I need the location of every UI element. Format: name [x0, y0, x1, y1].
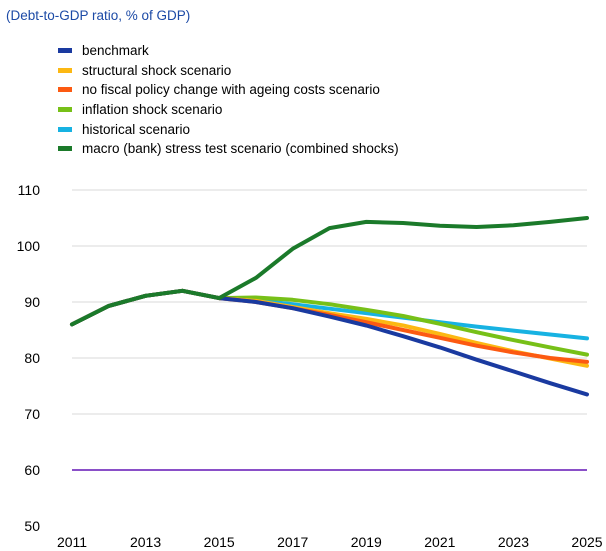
y-tick-label: 110	[18, 182, 41, 198]
series-line-5	[70, 216, 589, 327]
legend-label: no fiscal policy change with ageing cost…	[82, 82, 380, 98]
y-tick-label: 80	[24, 350, 40, 366]
series-line-4	[70, 288, 589, 397]
x-tick-label: 2021	[424, 534, 455, 550]
legend-item-historical: historical scenario	[58, 119, 399, 139]
legend-swatch	[58, 126, 72, 132]
legend-label: inflation shock scenario	[82, 102, 223, 118]
x-tick-label: 2015	[204, 534, 235, 550]
legend-swatch	[58, 87, 72, 93]
legend-item-benchmark: benchmark	[58, 41, 399, 61]
x-tick-label: 2025	[571, 534, 602, 550]
legend-swatch	[58, 48, 72, 54]
legend-swatch	[58, 67, 72, 73]
legend-label: historical scenario	[82, 121, 191, 137]
y-tick-label: 90	[24, 294, 40, 310]
legend-label: macro (bank) stress test scenario (combi…	[82, 141, 399, 157]
series-line-3	[70, 288, 589, 364]
y-tick-label: 60	[24, 462, 40, 478]
x-tick-label: 2019	[351, 534, 382, 550]
legend-item-macro-stress: macro (bank) stress test scenario (combi…	[58, 139, 399, 159]
legend-swatch	[58, 146, 72, 152]
chart-subtitle: (Debt-to-GDP ratio, % of GDP)	[6, 8, 191, 23]
y-tick-label: 70	[24, 406, 40, 422]
legend-item-structural: structural shock scenario	[58, 61, 399, 81]
x-tick-label: 2013	[130, 534, 161, 550]
y-tick-label: 50	[24, 518, 40, 534]
x-tick-label: 2011	[57, 534, 87, 550]
legend-item-inflation: inflation shock scenario	[58, 100, 399, 120]
y-tick-label: 100	[17, 238, 41, 254]
legend-swatch	[58, 107, 72, 113]
x-tick-label: 2017	[277, 534, 308, 550]
series-line-1	[70, 288, 589, 357]
legend-item-no-fiscal-change: no fiscal policy change with ageing cost…	[58, 80, 399, 100]
legend: benchmark structural shock scenario no f…	[58, 41, 399, 159]
x-tick-label: 2023	[498, 534, 529, 550]
legend-label: structural shock scenario	[82, 62, 232, 78]
legend-label: benchmark	[82, 43, 149, 59]
